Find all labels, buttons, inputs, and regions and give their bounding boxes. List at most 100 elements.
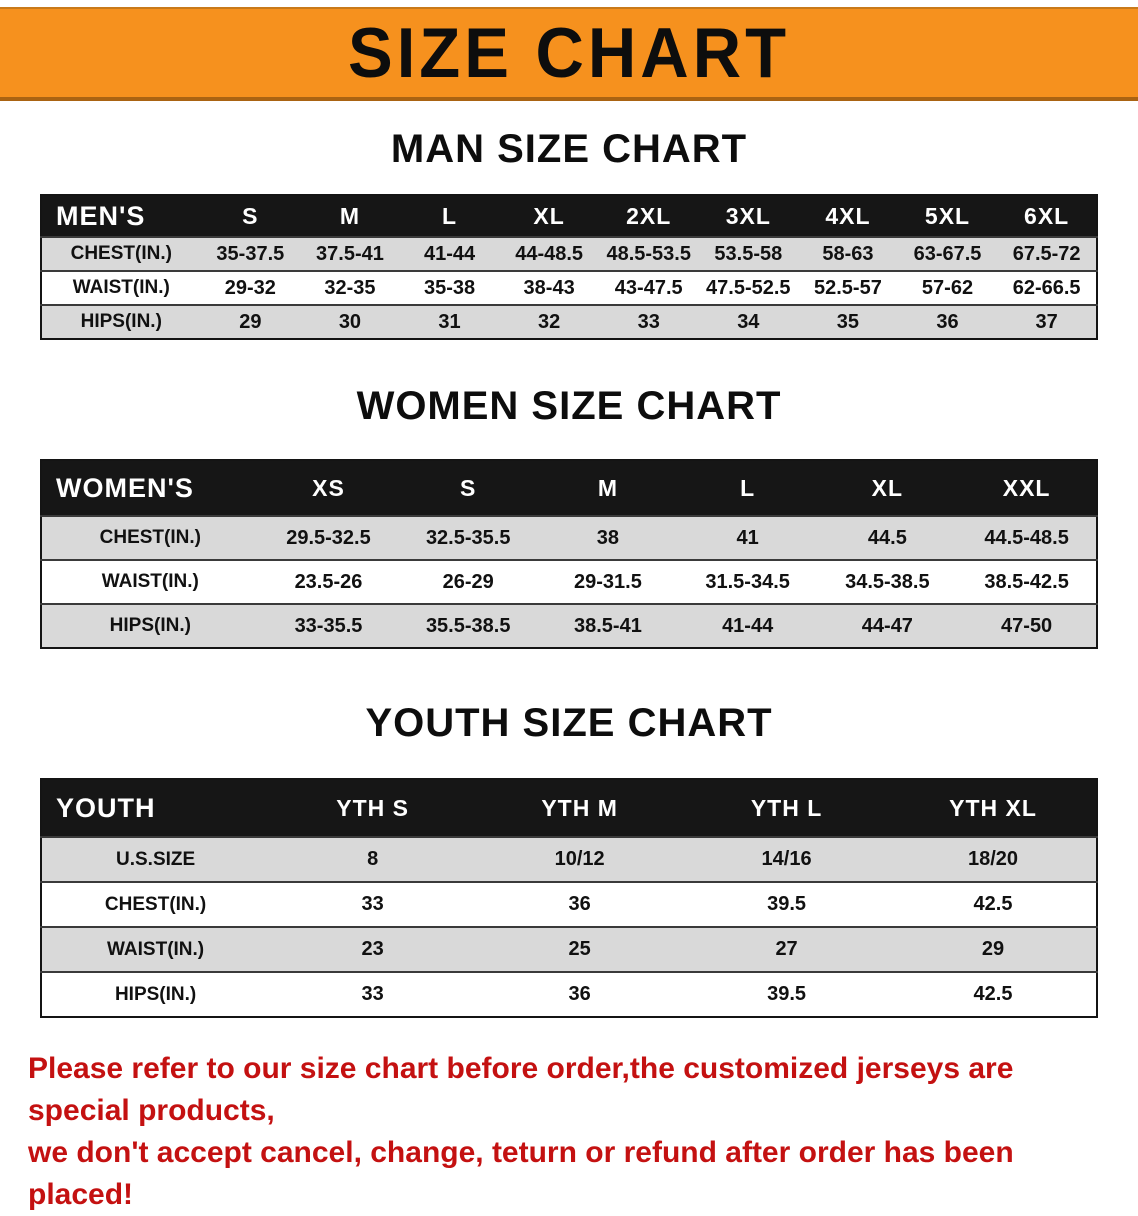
value-cell: 62-66.5 (1012, 276, 1081, 299)
measurement-row: U.S.SIZE 8 10/12 14/16 18/20 (41, 837, 1097, 882)
value-cell: 43-47.5 (614, 276, 683, 299)
size-header-cell: YTH L (750, 794, 823, 821)
disclaimer: Please refer to our size chart before or… (0, 1048, 1138, 1216)
value-cell: 33 (361, 893, 384, 915)
measurement-row: CHEST(IN.) 33 36 39.5 42.5 (41, 882, 1097, 927)
value-cell: 35-37.5 (216, 242, 285, 265)
size-header-cell: 5XL (924, 202, 971, 229)
measurement-row: HIPS(IN.) 33 36 39.5 42.5 (41, 972, 1097, 1017)
value-cell: 36 (936, 310, 959, 333)
size-header-cell: XS (312, 474, 345, 501)
value-cell: 33 (361, 983, 384, 1005)
women-section-heading: WOMEN SIZE CHART (356, 384, 782, 428)
section-women-size-chart: WOMEN SIZE CHART WOMEN'S XS S M L XL XXL CHEST(… (0, 384, 1138, 649)
men-size-table: MEN'S S M L XL 2XL 3XL 4XL 5XL 6XL CHEST(IN.) 35-37… (40, 194, 1098, 340)
banner: SIZE CHART (0, 7, 1138, 101)
row-label: HIPS(IN.) (114, 983, 197, 1005)
value-cell: 41-44 (722, 614, 774, 637)
youth-size-table: YOUTH YTH S YTH M YTH L YTH XL U.S.SIZE 8 10/12… (40, 778, 1098, 1018)
page-title: SIZE CHART (348, 13, 790, 93)
section-men-size-chart: MAN SIZE CHART MEN'S S M L XL 2XL 3XL 4XL 5XL 6XL… (0, 127, 1138, 340)
value-cell: 25 (568, 938, 591, 960)
value-cell: 37.5-41 (316, 242, 384, 265)
value-cell: 38.5-41 (574, 614, 642, 637)
measurement-row: WAIST(IN.) 23.5-26 26-29 29-31.5 31.5-34.5 34… (41, 560, 1097, 604)
youth-section-heading: YOUTH SIZE CHART (365, 701, 773, 745)
value-cell: 41 (736, 526, 759, 549)
table-title-cell: YOUTH (56, 792, 156, 823)
row-label: HIPS(IN.) (109, 615, 191, 636)
measurement-row: WAIST(IN.) 23 25 27 29 (41, 927, 1097, 972)
table-title-cell: MEN'S (56, 200, 146, 231)
row-label: WAIST(IN.) (107, 938, 205, 960)
value-cell: 35-38 (423, 276, 476, 299)
value-cell: 38.5-42.5 (984, 570, 1069, 593)
measurement-row: WAIST(IN.) 29-32 32-35 35-38 38-43 43-47.5 47.… (41, 271, 1097, 305)
value-cell: 58-63 (822, 242, 874, 265)
value-cell: 53.5-58 (714, 242, 783, 265)
value-cell: 29-31.5 (574, 570, 642, 593)
table-header-row: MEN'S S M L XL 2XL 3XL 4XL 5XL 6XL (41, 195, 1097, 237)
row-label: WAIST(IN.) (101, 571, 199, 592)
value-cell: 63-67.5 (913, 242, 982, 265)
size-header-cell: L (740, 474, 756, 501)
value-cell: 42.5 (973, 893, 1013, 915)
table-title-cell: WOMEN'S (56, 472, 194, 503)
value-cell: 29 (981, 938, 1005, 960)
measurement-row: HIPS(IN.) 33-35.5 35.5-38.5 38.5-41 41-44 44-… (41, 604, 1097, 648)
value-cell: 36 (568, 893, 591, 915)
size-header-cell: YTH M (541, 794, 618, 821)
women-size-table: WOMEN'S XS S M L XL XXL CHEST(IN.) 29.5-32.5 32.5… (40, 459, 1098, 649)
size-header-cell: 6XL (1024, 202, 1070, 229)
value-cell: 35.5-38.5 (425, 614, 511, 637)
value-cell: 33 (637, 310, 660, 333)
value-cell: 37 (1035, 310, 1058, 333)
size-header-cell: XXL (1002, 474, 1051, 501)
value-cell: 57-62 (921, 276, 974, 299)
size-header-cell: 2XL (626, 202, 672, 229)
size-header-cell: XL (533, 202, 565, 229)
size-header-cell: M (597, 474, 618, 501)
value-cell: 44-47 (861, 614, 913, 637)
disclaimer-line-1: Please refer to our size chart before or… (28, 1052, 1014, 1127)
row-label: WAIST(IN.) (72, 277, 170, 298)
row-label: HIPS(IN.) (80, 311, 162, 332)
value-cell: 29-32 (224, 276, 276, 299)
value-cell: 27 (775, 938, 798, 960)
size-header-cell: S (460, 474, 477, 501)
value-cell: 32 (538, 310, 561, 333)
value-cell: 36 (568, 983, 591, 1005)
value-cell: 67.5-72 (1012, 242, 1081, 265)
table-header-row: WOMEN'S XS S M L XL XXL (41, 460, 1097, 516)
value-cell: 23 (361, 938, 384, 960)
value-cell: 42.5 (973, 983, 1013, 1005)
section-youth-size-chart: YOUTH SIZE CHART YOUTH YTH S YTH M YTH L YTH… (0, 701, 1138, 1018)
value-cell: 44-48.5 (515, 242, 584, 265)
value-cell: 44.5-48.5 (984, 526, 1069, 549)
value-cell: 34.5-38.5 (845, 570, 930, 593)
value-cell: 26-29 (442, 570, 494, 593)
size-header-cell: M (339, 202, 361, 229)
size-header-cell: 3XL (725, 202, 771, 229)
size-header-cell: YTH S (336, 794, 410, 821)
size-header-cell: XL (871, 474, 904, 501)
value-cell: 35 (836, 310, 860, 333)
size-header-cell: S (242, 202, 259, 229)
measurement-row: HIPS(IN.) 29 30 31 32 33 34 35 36 37 (41, 305, 1097, 339)
value-cell: 32-35 (324, 276, 376, 299)
value-cell: 38-43 (523, 276, 575, 299)
measurement-row: CHEST(IN.) 29.5-32.5 32.5-35.5 38 41 44.5 44.5… (41, 516, 1097, 560)
value-cell: 39.5 (767, 893, 807, 915)
value-cell: 30 (338, 310, 362, 333)
value-cell: 31.5-34.5 (705, 570, 790, 593)
row-label: U.S.SIZE (116, 848, 196, 870)
value-cell: 18/20 (967, 848, 1019, 870)
size-header-cell: YTH XL (949, 794, 1037, 821)
value-cell: 31 (438, 310, 461, 333)
value-cell: 47-50 (1001, 614, 1053, 637)
row-label: CHEST(IN.) (104, 893, 207, 915)
size-header-cell: L (442, 202, 458, 229)
value-cell: 39.5 (767, 983, 807, 1005)
measurement-row: CHEST(IN.) 35-37.5 37.5-41 41-44 44-48.5 48.5… (41, 237, 1097, 271)
